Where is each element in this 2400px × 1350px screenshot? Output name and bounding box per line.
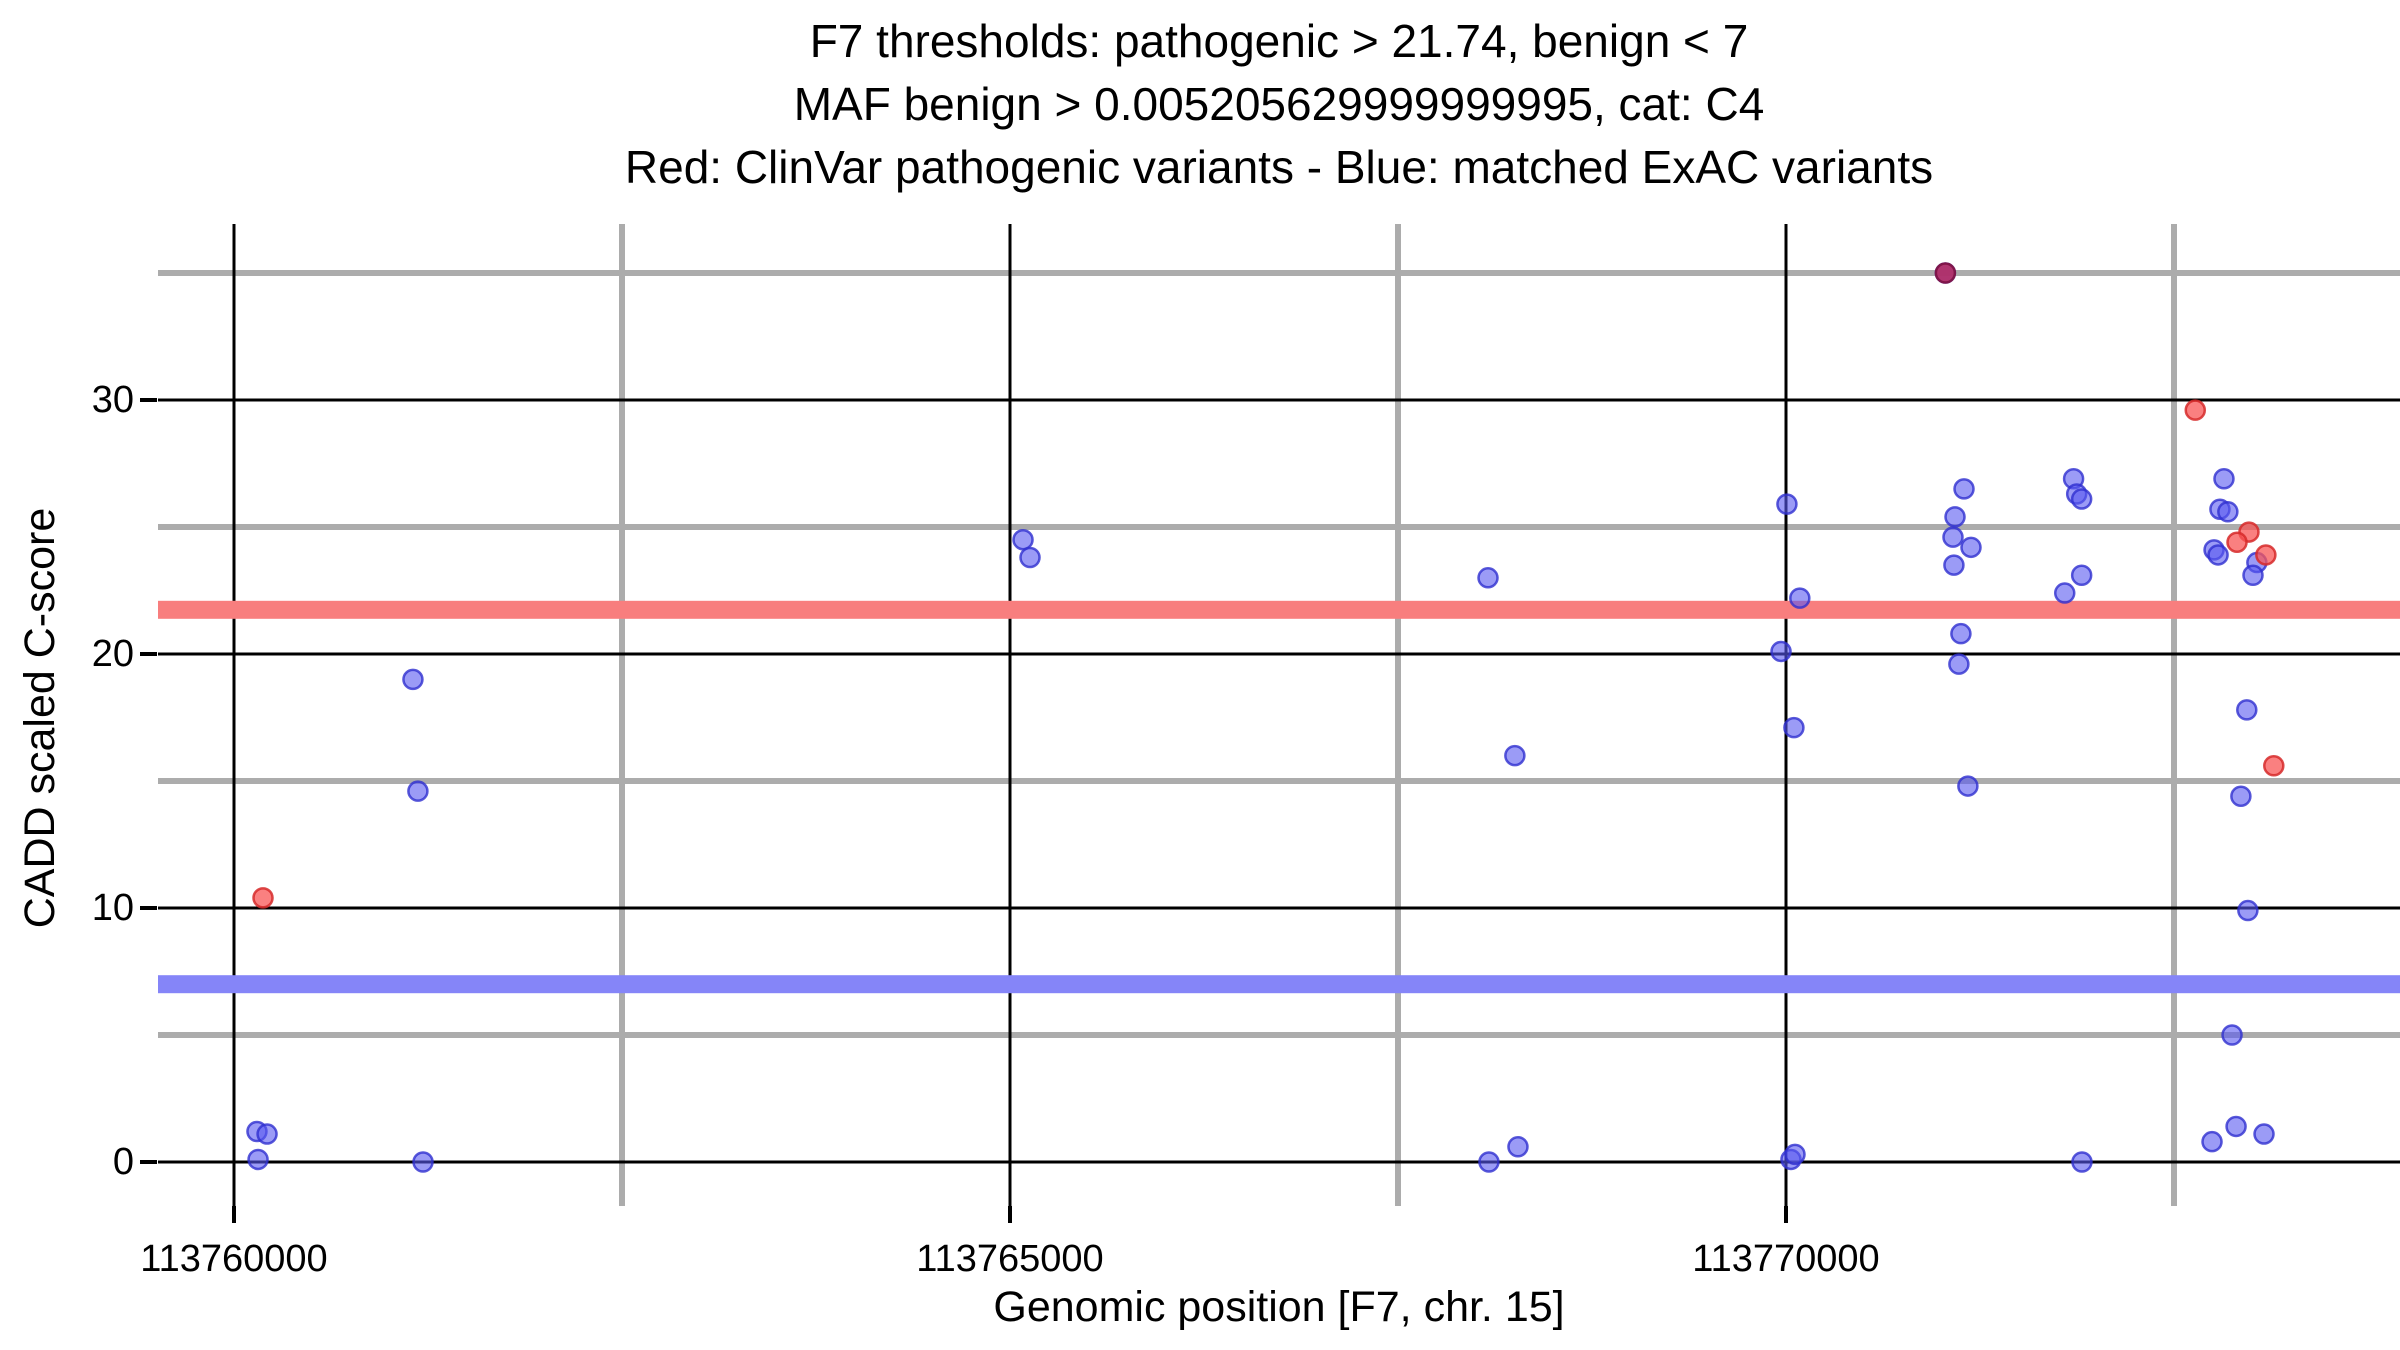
data-point-blue	[247, 1148, 269, 1171]
y-tick-label: 20	[91, 633, 134, 675]
data-point-blue	[1776, 493, 1798, 515]
y-axis-tick	[140, 1160, 157, 1164]
x-axis-tick	[232, 1206, 236, 1223]
pathogenic-threshold-band	[158, 600, 2400, 619]
data-point-blue	[1770, 640, 1792, 663]
x-tick-label: 113765000	[916, 1238, 1104, 1280]
y-axis-tick	[140, 398, 157, 402]
data-point-blue	[1504, 744, 1526, 767]
data-point-red	[2184, 399, 2207, 421]
y-axis-tick	[140, 906, 157, 910]
data-point-red	[252, 887, 274, 909]
data-point-blue	[2230, 785, 2252, 807]
plot-title-line-2: MAF benign > 0.005205629999999995, cat: …	[793, 78, 1765, 130]
plot-title: F7 thresholds: pathogenic > 21.74, benig…	[158, 10, 2400, 199]
y-tick-label: 0	[112, 1141, 134, 1183]
data-point-blue	[407, 780, 429, 802]
data-point-blue	[1942, 526, 1964, 548]
data-point-blue	[1944, 506, 1966, 528]
y-axis-title: CADD scaled C-score	[16, 507, 64, 929]
y-axis-tick	[140, 652, 157, 656]
data-point-blue	[402, 668, 424, 691]
data-point-blue	[1477, 567, 1499, 589]
data-point-blue	[1943, 554, 1965, 576]
data-point-blue	[1478, 1151, 1500, 1173]
data-point-blue	[1783, 716, 1805, 739]
data-point-blue	[1950, 622, 1972, 645]
data-point-blue	[2221, 1024, 2243, 1046]
data-point-blue	[1507, 1136, 1529, 1158]
data-point-blue	[2207, 544, 2229, 566]
x-axis-title: Genomic position [F7, chr. 15]	[993, 1283, 1565, 1331]
data-point-blue	[1948, 653, 1970, 675]
data-point-blue	[2253, 1123, 2275, 1145]
data-point-blue	[2053, 582, 2076, 604]
data-point-red	[2263, 755, 2285, 777]
data-point-blue	[1012, 528, 1034, 551]
data-point-blue	[2071, 1151, 2093, 1173]
data-point-blue	[2213, 467, 2235, 490]
data-point-blue	[1960, 536, 1982, 559]
data-point-blue	[1784, 1143, 1806, 1166]
data-point-blue	[2070, 564, 2093, 587]
plot-title-line-1: F7 thresholds: pathogenic > 21.74, benig…	[809, 15, 1749, 67]
plot-title-line-3: Red: ClinVar pathogenic variants - Blue:…	[624, 141, 1934, 193]
data-point-blue	[2070, 488, 2093, 510]
benign-threshold-band	[158, 975, 2400, 994]
data-point-blue	[1957, 775, 1979, 797]
data-point-red-overlap	[1934, 262, 1957, 284]
x-axis-tick	[1008, 1206, 1012, 1223]
y-tick-label: 10	[91, 887, 134, 929]
data-point-blue	[2237, 899, 2259, 922]
data-point-blue	[1789, 587, 1811, 609]
data-point-blue	[1019, 546, 1041, 569]
data-point-red	[2226, 531, 2248, 553]
x-tick-label: 113760000	[140, 1238, 328, 1280]
data-point-blue	[412, 1151, 434, 1173]
x-tick-label: 113770000	[1692, 1238, 1880, 1280]
data-point-blue	[2201, 1130, 2223, 1153]
data-point-blue	[2242, 564, 2264, 587]
data-point-blue	[2225, 1115, 2247, 1138]
y-tick-label: 30	[91, 379, 134, 421]
x-axis-tick	[1784, 1206, 1788, 1223]
data-point-blue	[2236, 699, 2258, 721]
data-point-blue	[2217, 501, 2239, 523]
data-point-blue	[1953, 478, 1975, 500]
data-point-blue	[256, 1123, 278, 1145]
data-point-red	[2255, 544, 2277, 566]
